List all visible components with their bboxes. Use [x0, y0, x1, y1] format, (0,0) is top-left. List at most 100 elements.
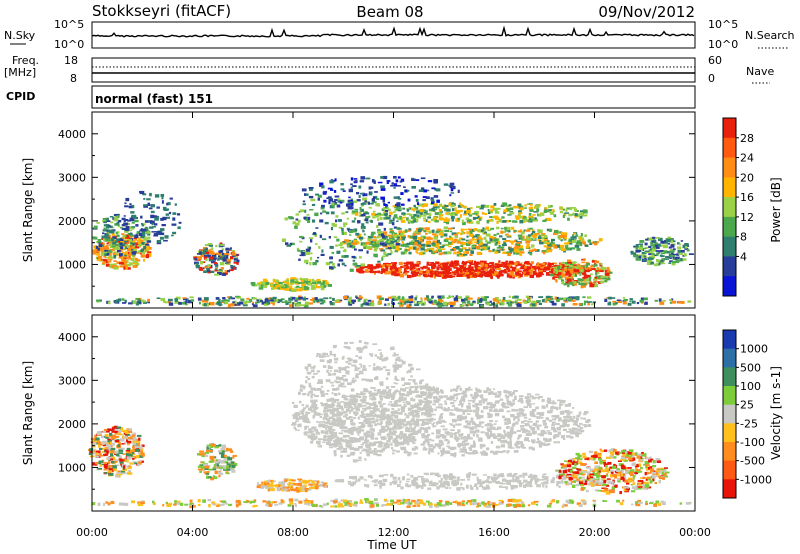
range-gate-cell — [332, 266, 336, 268]
range-gate-cell — [579, 243, 583, 247]
range-gate-cell — [403, 403, 406, 406]
range-gate-cell — [325, 281, 329, 285]
range-gate-cell — [430, 262, 434, 264]
range-gate-cell — [656, 259, 659, 263]
range-gate-cell — [362, 270, 367, 273]
range-gate-cell — [511, 268, 516, 272]
range-gate-cell — [319, 219, 324, 223]
range-gate-cell — [147, 251, 152, 255]
range-gate-cell — [464, 415, 468, 420]
range-gate-cell — [481, 265, 486, 269]
range-gate-cell — [372, 197, 376, 199]
range-gate-cell — [643, 255, 647, 258]
range-gate-cell — [680, 250, 685, 253]
range-gate-cell — [309, 187, 313, 191]
range-gate-cell — [323, 199, 327, 203]
range-gate-cell — [580, 285, 584, 289]
range-gate-cell — [649, 257, 654, 260]
range-gate-cell — [341, 227, 344, 231]
range-gate-cell — [368, 239, 371, 243]
range-gate-cell — [392, 297, 395, 301]
range-gate-cell — [236, 259, 240, 263]
colorbar-segment — [723, 236, 736, 257]
range-gate-cell — [324, 439, 330, 441]
range-gate-cell — [572, 303, 578, 306]
range-gate-cell — [456, 217, 461, 221]
range-gate-cell — [555, 408, 559, 411]
range-gate-cell — [319, 302, 324, 305]
range-gate-cell — [336, 420, 341, 424]
range-gate-cell — [550, 296, 553, 298]
range-gate-cell — [353, 441, 357, 443]
range-gate-cell — [314, 437, 317, 440]
range-gate-cell — [126, 245, 130, 248]
range-gate-cell — [517, 418, 520, 422]
range-gate-cell — [600, 275, 605, 278]
range-gate-cell — [446, 218, 451, 222]
range-gate-cell — [497, 299, 502, 302]
range-gate-cell — [416, 394, 420, 398]
range-gate-cell — [482, 243, 488, 247]
range-gate-cell — [411, 274, 414, 278]
range-gate-cell — [113, 266, 118, 269]
range-gate-cell — [403, 298, 409, 301]
range-gate-cell — [407, 235, 411, 238]
range-gate-cell — [171, 234, 174, 237]
range-gate-cell — [314, 212, 319, 217]
range-gate-cell — [503, 439, 508, 444]
range-gate-cell — [509, 265, 513, 269]
range-gate-cell — [546, 242, 550, 245]
range-gate-cell — [455, 271, 458, 274]
range-gate-cell — [550, 297, 554, 301]
range-gate-cell — [193, 256, 197, 260]
range-gate-cell — [515, 446, 521, 449]
range-gate-cell — [380, 391, 383, 395]
range-gate-cell — [414, 240, 420, 243]
range-gate-cell — [448, 241, 452, 245]
range-gate-cell — [128, 250, 134, 253]
range-gate-cell — [224, 301, 229, 304]
range-gate-cell — [433, 299, 437, 303]
range-gate-cell — [547, 209, 552, 211]
range-gate-cell — [351, 210, 355, 213]
range-gate-cell — [394, 214, 398, 218]
range-gate-cell — [319, 416, 322, 418]
range-gate-cell — [588, 267, 591, 270]
range-gate-cell — [545, 295, 551, 299]
range-gate-cell — [131, 248, 134, 251]
range-gate-cell — [520, 428, 526, 431]
colorbar-segment — [723, 276, 736, 297]
range-gate-cell — [394, 250, 398, 253]
range-gate-cell — [553, 214, 557, 218]
range-gate-cell — [207, 268, 210, 272]
range-gate-cell — [357, 220, 361, 224]
range-gate-cell — [444, 262, 449, 265]
range-gate-cell — [529, 227, 533, 230]
range-gate-cell — [432, 242, 435, 245]
range-gate-cell — [427, 442, 430, 446]
range-gate-cell — [588, 276, 592, 279]
range-gate-cell — [564, 212, 570, 214]
range-gate-cell — [573, 420, 579, 424]
range-gate-cell — [431, 423, 434, 426]
range-gate-cell — [217, 254, 222, 257]
range-gate-cell — [529, 204, 533, 206]
range-gate-cell — [494, 436, 497, 439]
range-gate-cell — [314, 407, 319, 410]
range-gate-cell — [399, 304, 404, 307]
range-gate-cell — [660, 262, 666, 265]
range-gate-cell — [453, 233, 459, 236]
range-gate-cell — [387, 247, 392, 249]
range-gate-cell — [166, 202, 169, 206]
range-gate-cell — [559, 206, 563, 210]
range-gate-cell — [339, 242, 344, 245]
range-gate-cell — [443, 183, 449, 186]
range-gate-cell — [574, 282, 577, 286]
range-gate-cell — [423, 301, 426, 305]
range-gate-cell — [574, 281, 577, 284]
range-gate-cell — [487, 430, 492, 432]
range-gate-cell — [575, 298, 580, 301]
range-gate-cell — [438, 209, 442, 212]
range-gate-cell — [165, 213, 169, 216]
range-gate-cell — [451, 211, 457, 214]
